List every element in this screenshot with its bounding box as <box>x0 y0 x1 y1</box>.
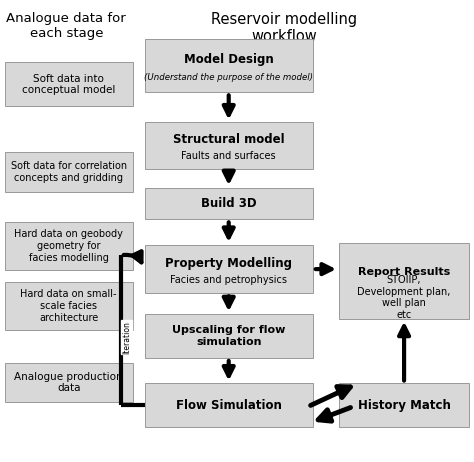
FancyBboxPatch shape <box>5 363 133 402</box>
Text: Hard data on geobody
geometry for
facies modelling: Hard data on geobody geometry for facies… <box>14 230 123 262</box>
Text: Flow Simulation: Flow Simulation <box>176 399 282 412</box>
Text: Upscaling for flow
simulation: Upscaling for flow simulation <box>172 325 285 347</box>
Text: STOIIP,
Development plan,
well plan
etc: STOIIP, Development plan, well plan etc <box>357 275 451 320</box>
Text: Reservoir modelling
workflow: Reservoir modelling workflow <box>211 12 357 44</box>
FancyBboxPatch shape <box>145 39 313 92</box>
Text: Analogue data for
each stage: Analogue data for each stage <box>7 12 126 40</box>
Text: Soft data for correlation
concepts and gridding: Soft data for correlation concepts and g… <box>11 161 127 183</box>
FancyBboxPatch shape <box>5 152 133 192</box>
Text: Facies and petrophysics: Facies and petrophysics <box>170 275 287 285</box>
FancyBboxPatch shape <box>145 383 313 427</box>
Text: Soft data into
conceptual model: Soft data into conceptual model <box>22 73 115 95</box>
Text: Model Design: Model Design <box>184 53 273 66</box>
FancyBboxPatch shape <box>145 188 313 219</box>
Text: Property Modelling: Property Modelling <box>165 257 292 270</box>
FancyBboxPatch shape <box>339 243 469 319</box>
Text: Iteration: Iteration <box>122 321 131 354</box>
FancyBboxPatch shape <box>5 282 133 330</box>
FancyBboxPatch shape <box>145 122 313 169</box>
Text: History Match: History Match <box>358 399 450 412</box>
Text: (Understand the purpose of the model): (Understand the purpose of the model) <box>144 73 313 82</box>
FancyBboxPatch shape <box>339 383 469 427</box>
Text: Analogue production
data: Analogue production data <box>14 371 123 393</box>
Text: Faults and surfaces: Faults and surfaces <box>182 151 276 161</box>
Text: Build 3D: Build 3D <box>201 197 256 210</box>
Text: Structural model: Structural model <box>173 134 284 146</box>
Text: Report Results: Report Results <box>358 267 450 277</box>
FancyBboxPatch shape <box>145 314 313 358</box>
FancyBboxPatch shape <box>145 245 313 293</box>
FancyBboxPatch shape <box>5 222 133 270</box>
Text: Hard data on small-
scale facies
architecture: Hard data on small- scale facies archite… <box>20 290 117 322</box>
FancyBboxPatch shape <box>5 62 133 106</box>
